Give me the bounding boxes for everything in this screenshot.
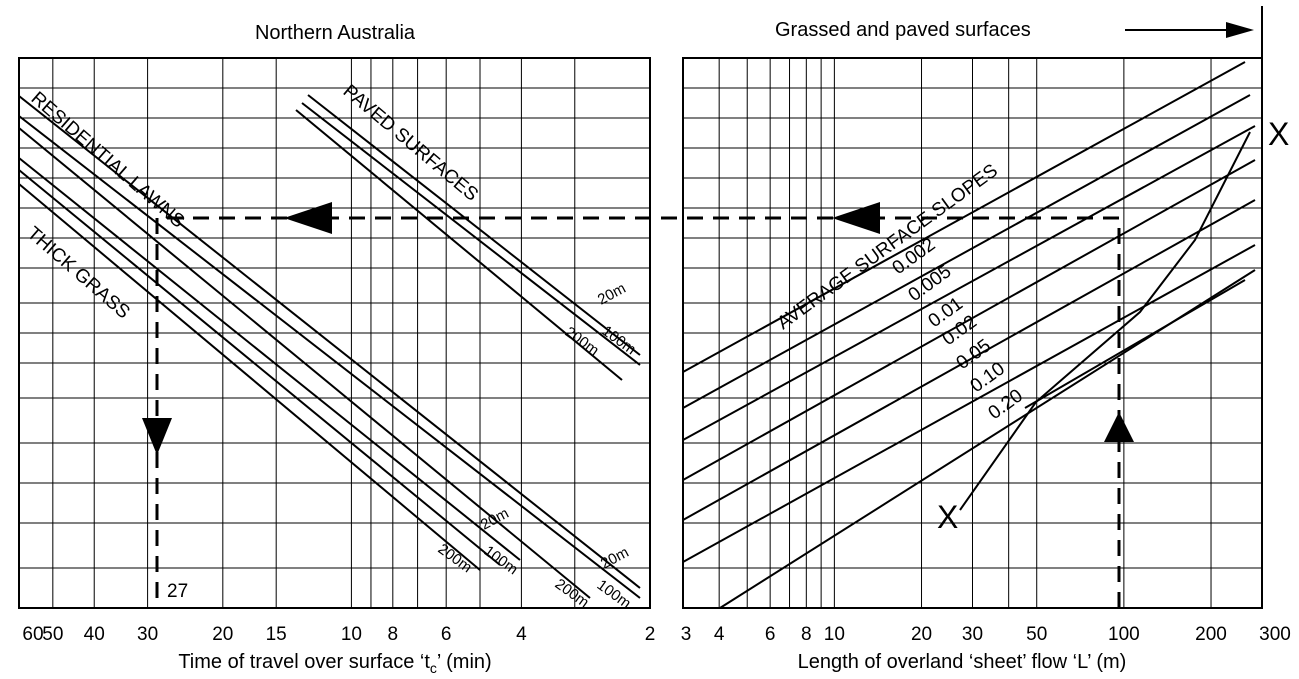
slope-line bbox=[682, 244, 1256, 563]
slope-group-label: AVERAGE SURFACE SLOPES bbox=[774, 160, 1002, 334]
x-tick-label: 30 bbox=[962, 624, 983, 645]
nomogram-curve bbox=[18, 183, 481, 571]
x-label-bottom: X bbox=[937, 499, 958, 535]
x-tick-label: 20 bbox=[212, 624, 233, 645]
right-x-ticks: 3 4 6 8 10 20 30 50 100 200 300 bbox=[681, 624, 1291, 645]
x-tick-label: 30 bbox=[137, 624, 158, 645]
arrow-up bbox=[1104, 412, 1134, 442]
left-x-axis-label-suffix: ’ (min) bbox=[437, 651, 492, 673]
paved-label-100m: 100m bbox=[599, 322, 639, 358]
x-tick-label: 4 bbox=[714, 624, 725, 645]
x-tick-label: 10 bbox=[824, 624, 845, 645]
right-panel-title: Grassed and paved surfaces bbox=[775, 19, 1031, 41]
x-tick-label: 200 bbox=[1195, 624, 1227, 645]
nomogram-curve bbox=[18, 127, 591, 599]
x-tick-label: 100 bbox=[1108, 624, 1140, 645]
x-tick-label: 50 bbox=[42, 624, 63, 645]
x-tick-label: 8 bbox=[388, 624, 399, 645]
x-tick-label: 20 bbox=[911, 624, 932, 645]
arrow-left-left-panel bbox=[284, 202, 332, 234]
x-tick-label: 8 bbox=[801, 624, 812, 645]
left-panel-title: Northern Australia bbox=[255, 22, 416, 44]
x-tick-label: 300 bbox=[1259, 624, 1291, 645]
x-tick-label: 10 bbox=[341, 624, 362, 645]
nomogram-curve bbox=[307, 94, 641, 356]
turning-line-x bbox=[959, 131, 1251, 511]
x-tick-label: 40 bbox=[84, 624, 105, 645]
result-label: 27 bbox=[167, 581, 188, 602]
nomogram-curve bbox=[18, 115, 641, 599]
x-tick-label: 4 bbox=[516, 624, 527, 645]
x-tick-label: 3 bbox=[681, 624, 692, 645]
x-tick-label: 50 bbox=[1026, 624, 1047, 645]
x-tick-label: 60 bbox=[22, 624, 43, 645]
slope-line bbox=[1024, 279, 1246, 409]
x-tick-label: 6 bbox=[765, 624, 776, 645]
x-tick-label: 6 bbox=[441, 624, 452, 645]
left-grid bbox=[19, 58, 650, 608]
grass-label-200m: 200m bbox=[435, 540, 475, 576]
x-tick-label: 15 bbox=[266, 624, 287, 645]
right-curves bbox=[682, 61, 1256, 609]
lawn-label-200m: 200m bbox=[552, 575, 592, 611]
left-x-axis-label-prefix: Time of travel over surface ‘t bbox=[178, 651, 430, 673]
nomogram-curve bbox=[295, 109, 623, 381]
lawn-label-100m: 100m bbox=[594, 576, 634, 612]
left-x-axis-label-sub: c bbox=[430, 660, 437, 676]
paved-label-200m: 200m bbox=[562, 323, 602, 359]
title-arrow-head bbox=[1226, 22, 1254, 38]
slope-line bbox=[682, 61, 1246, 373]
slope-line bbox=[682, 199, 1256, 521]
grass-label-100m: 100m bbox=[481, 542, 521, 578]
right-grid bbox=[683, 58, 1262, 608]
nomogram-curve bbox=[301, 102, 641, 366]
x-tick-label: 2 bbox=[645, 624, 656, 645]
length-labels: 20m 100m 200m 20m 100m 200m 20m 100m 200… bbox=[435, 280, 639, 612]
left-curves bbox=[18, 94, 641, 599]
arrow-left-right-panel bbox=[832, 202, 880, 234]
arrow-down bbox=[142, 418, 172, 455]
nomogram-curve bbox=[18, 169, 501, 566]
right-panel-frame bbox=[682, 57, 1263, 609]
slope-line bbox=[682, 94, 1251, 409]
paved-label-20m: 20m bbox=[595, 280, 629, 309]
left-x-axis-label: Time of travel over surface ‘tc’ (min) bbox=[178, 651, 491, 676]
nomogram-curve bbox=[18, 157, 521, 561]
left-panel-frame bbox=[18, 57, 651, 609]
slope-line bbox=[682, 125, 1256, 441]
slope-line bbox=[682, 159, 1256, 481]
right-x-axis-label: Length of overland ‘sheet’ flow ‘L’ (m) bbox=[798, 651, 1127, 673]
example-path bbox=[155, 216, 1121, 608]
nomogram-curve bbox=[18, 95, 641, 589]
x-label-top: X bbox=[1268, 116, 1289, 152]
